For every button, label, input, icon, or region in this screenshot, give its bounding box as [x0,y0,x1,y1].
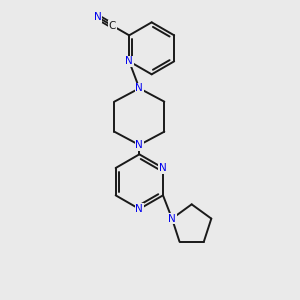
Text: N: N [168,214,176,224]
Text: N: N [136,140,143,150]
Text: N: N [125,56,133,66]
Text: C: C [109,21,116,31]
Text: N: N [136,83,143,93]
Text: N: N [136,204,143,214]
Text: N: N [94,12,101,22]
Text: N: N [159,163,167,173]
